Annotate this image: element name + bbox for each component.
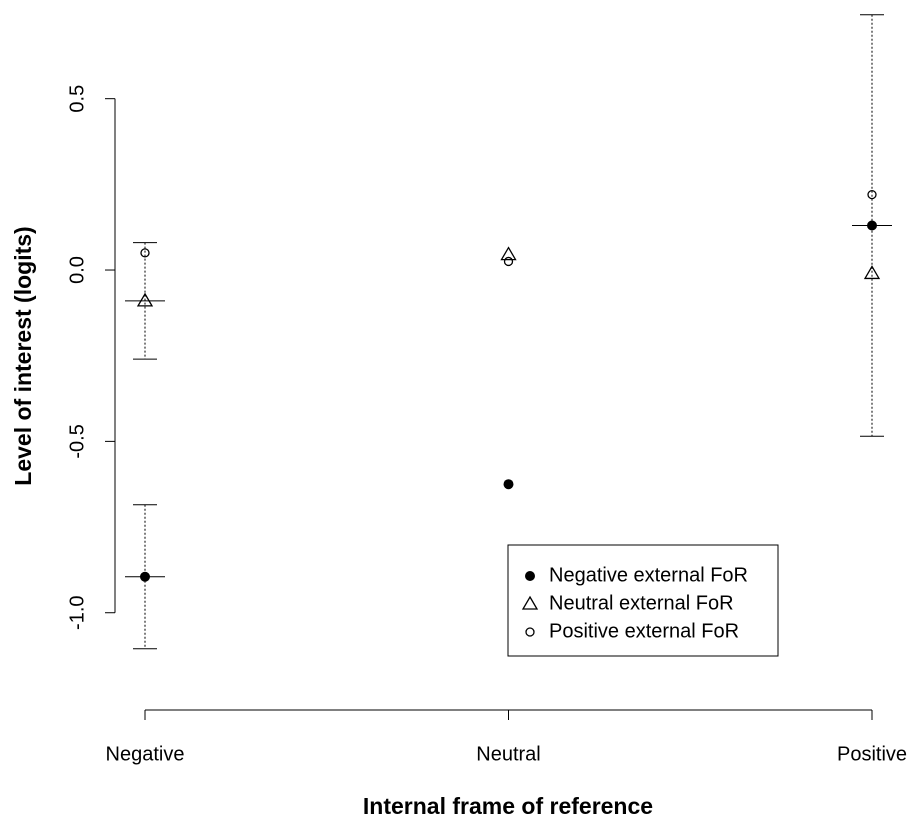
- legend-label: Positive external FoR: [549, 620, 739, 642]
- point: [503, 479, 514, 490]
- point: [867, 189, 877, 200]
- point: [863, 265, 881, 280]
- y-axis-title: Level of interest (logits): [10, 226, 36, 485]
- point: [500, 246, 517, 261]
- legend-label: Neutral external FoR: [549, 592, 734, 614]
- y-tick-label: -0.5: [66, 424, 88, 458]
- point: [136, 292, 154, 307]
- point: [867, 220, 877, 231]
- legend-box: [507, 544, 779, 657]
- point: [503, 256, 514, 267]
- x-tick-label: Positive: [837, 743, 907, 765]
- legend-marker: [525, 627, 535, 637]
- point: [140, 248, 150, 258]
- x-tick-label: Neutral: [476, 743, 540, 765]
- legend-label: Negative external FoR: [549, 564, 748, 586]
- x-tick-label: Negative: [106, 743, 185, 765]
- legend-marker: [521, 595, 539, 610]
- point: [140, 571, 150, 582]
- legend-marker: [525, 571, 535, 581]
- y-tick-label: 0.0: [66, 256, 88, 284]
- x-axis-title: Internal frame of reference: [363, 793, 653, 819]
- y-tick-label: 0.5: [66, 85, 88, 113]
- y-tick-label: -1.0: [66, 595, 88, 629]
